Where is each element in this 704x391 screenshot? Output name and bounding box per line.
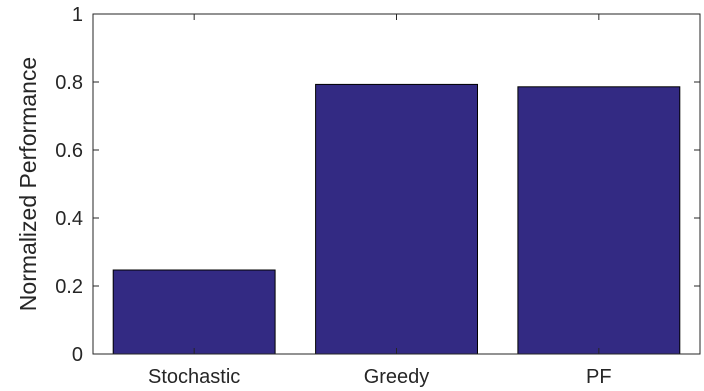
y-tick-label: 0.6 — [55, 140, 83, 162]
y-tick-label: 0 — [72, 344, 83, 366]
y-tick-label: 1 — [72, 4, 83, 26]
bar-greedy — [315, 83, 478, 355]
bar-pf — [517, 86, 681, 355]
y-tick-label: 0.4 — [55, 208, 83, 230]
x-tick-labels: Stochastic Greedy PF — [148, 366, 612, 388]
y-axis-label: Normalized Performance — [15, 57, 41, 311]
axes-group — [92, 13, 701, 355]
bar-stochastic — [112, 269, 276, 355]
x-tick-label-pf: PF — [586, 366, 612, 388]
y-tick-label: 0.8 — [55, 72, 83, 94]
bars-group — [112, 83, 681, 355]
y-tick-labels: 0 0.2 0.4 0.6 0.8 1 — [55, 4, 83, 366]
y-tick-label: 0.2 — [55, 276, 83, 298]
x-tick-label-greedy: Greedy — [364, 366, 430, 388]
x-tick-label-stochastic: Stochastic — [148, 366, 240, 388]
